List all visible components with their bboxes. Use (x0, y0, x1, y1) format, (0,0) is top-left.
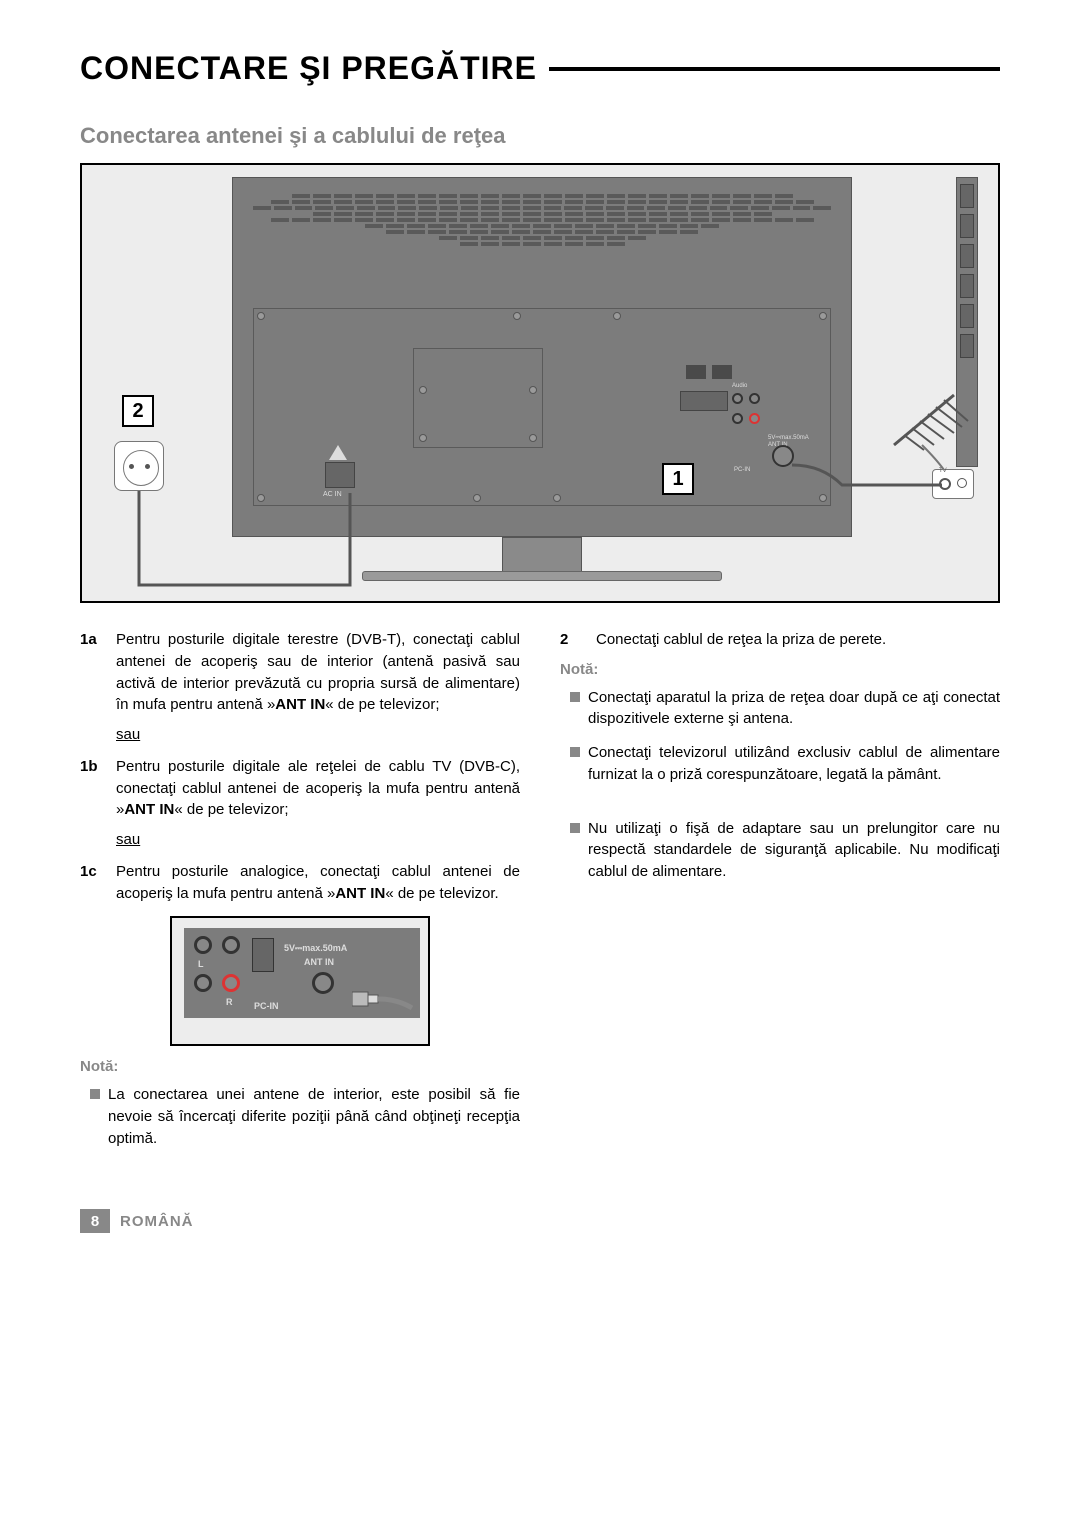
left-column: 1a Pentru posturile digitale terestre (D… (80, 629, 520, 1161)
ant-in-port-icon (772, 445, 794, 467)
cable-plug-icon (352, 984, 422, 1014)
step-num: 2 (560, 629, 586, 651)
callout-2: 2 (122, 395, 154, 427)
stand-base (362, 571, 722, 581)
ant-label: ANT IN (304, 956, 334, 969)
step-1c: 1c Pentru posturile analogice, conectaţi… (80, 861, 520, 905)
screw-icon (257, 494, 265, 502)
jack-icon (194, 936, 212, 954)
step-text: Pentru posturile digitale ale reţelei de… (116, 756, 520, 821)
bullet-square-icon (90, 1089, 100, 1099)
step-num: 1c (80, 861, 106, 905)
step-num: 1a (80, 629, 106, 716)
max-label: 5V⎓max.50mA (284, 942, 347, 955)
tv-back-panel: Audio 5V⎓max.50mA ANT IN PC-IN AC IN (232, 177, 852, 537)
screw-icon (473, 494, 481, 502)
bullet-square-icon (570, 823, 580, 833)
note-text: La conectarea unei antene de interior, e… (108, 1084, 520, 1149)
ant-in-bold: ANT IN (275, 696, 325, 713)
jack-row (732, 413, 760, 424)
square-port-icon (252, 938, 274, 972)
jack-icon (222, 974, 240, 992)
ant-in-bold: ANT IN (335, 885, 385, 902)
note-text: Conectaţi aparatul la priza de reţea doa… (588, 687, 1000, 731)
title-text: CONECTARE ŞI PREGĂTIRE (80, 50, 537, 87)
port-panel: Audio 5V⎓max.50mA ANT IN PC-IN (676, 383, 816, 478)
text-post: « de pe televizor. (385, 885, 498, 902)
pcin-label: PC-IN (254, 1000, 279, 1013)
or-separator: sau (116, 724, 520, 746)
audio-label: Audio (732, 383, 747, 389)
screw-icon (819, 494, 827, 502)
bullet-square-icon (570, 692, 580, 702)
ant-in-port-icon (312, 972, 334, 994)
or-separator: sau (116, 829, 520, 851)
page-title: CONECTARE ŞI PREGĂTIRE (80, 50, 1000, 87)
bullet-square-icon (570, 747, 580, 757)
jack-label-r: R (226, 996, 233, 1009)
ac-in-label: AC IN (323, 491, 342, 498)
step-text: Pentru posturile digitale terestre (DVB-… (116, 629, 520, 716)
body-columns: 1a Pentru posturile digitale terestre (D… (80, 629, 1000, 1161)
right-column: 2 Conectaţi cablul de reţea la priza de … (560, 629, 1000, 1161)
subtitle: Conectarea antenei şi a cablului de reţe… (80, 123, 1000, 149)
ant-in-bold: ANT IN (124, 801, 174, 818)
main-diagram: Audio 5V⎓max.50mA ANT IN PC-IN AC IN 2 1… (80, 163, 1000, 603)
note-item: Conectaţi televizorul utilizând exclusiv… (570, 742, 1000, 786)
note-text: Nu utilizaţi o fişă de adaptare sau un p… (588, 818, 1000, 883)
note-item: Conectaţi aparatul la priza de reţea doa… (570, 687, 1000, 731)
screw-icon (613, 312, 621, 320)
note-item: La conectarea unei antene de interior, e… (90, 1084, 520, 1149)
text-post: « de pe televizor; (325, 696, 439, 713)
hdmi-ports-icon (686, 365, 732, 379)
antenna-wall-plate-icon: TV (932, 469, 974, 499)
title-rule (549, 67, 1000, 71)
vent-area (253, 194, 831, 304)
step-2: 2 Conectaţi cablul de reţea la priza de … (560, 629, 1000, 651)
note-text: Conectaţi televizorul utilizând exclusiv… (588, 742, 1000, 786)
wall-socket-icon (114, 441, 164, 491)
step-num: 1b (80, 756, 106, 821)
step-text: Pentru posturile analogice, conectaţi ca… (116, 861, 520, 905)
pc-in-label: PC-IN (734, 467, 750, 473)
jack-label-l: L (198, 958, 204, 971)
antenna-icon (884, 375, 974, 465)
screw-icon (553, 494, 561, 502)
wall-plate-tv-label: TV (939, 468, 947, 474)
screw-icon (513, 312, 521, 320)
text-post: « de pe televizor; (174, 801, 288, 818)
scart-port-icon (680, 391, 728, 411)
note-title: Notă: (80, 1056, 520, 1078)
note-item: Nu utilizaţi o fişă de adaptare sau un p… (570, 818, 1000, 883)
screw-icon (819, 312, 827, 320)
step-text: Conectaţi cablul de reţea la priza de pe… (596, 629, 1000, 651)
note-title: Notă: (560, 659, 1000, 681)
callout-1: 1 (662, 463, 694, 495)
inline-panel: L R 5V⎓max.50mA ANT IN PC-IN (184, 928, 420, 1018)
jack-icon (194, 974, 212, 992)
ac-in-port-icon (325, 462, 355, 488)
screw-icon (257, 312, 265, 320)
inline-antin-diagram: L R 5V⎓max.50mA ANT IN PC-IN (170, 916, 430, 1046)
page-number: 8 (80, 1209, 110, 1233)
page-footer: 8 ROMÂNĂ (80, 1209, 1000, 1233)
vesa-mount (413, 348, 543, 448)
jack-row (732, 393, 760, 404)
step-1a: 1a Pentru posturile digitale terestre (D… (80, 629, 520, 716)
jack-icon (222, 936, 240, 954)
language-label: ROMÂNĂ (120, 1213, 194, 1230)
warning-triangle-icon (329, 445, 347, 460)
step-1b: 1b Pentru posturile digitale ale reţelei… (80, 756, 520, 821)
stand-neck (502, 537, 582, 573)
